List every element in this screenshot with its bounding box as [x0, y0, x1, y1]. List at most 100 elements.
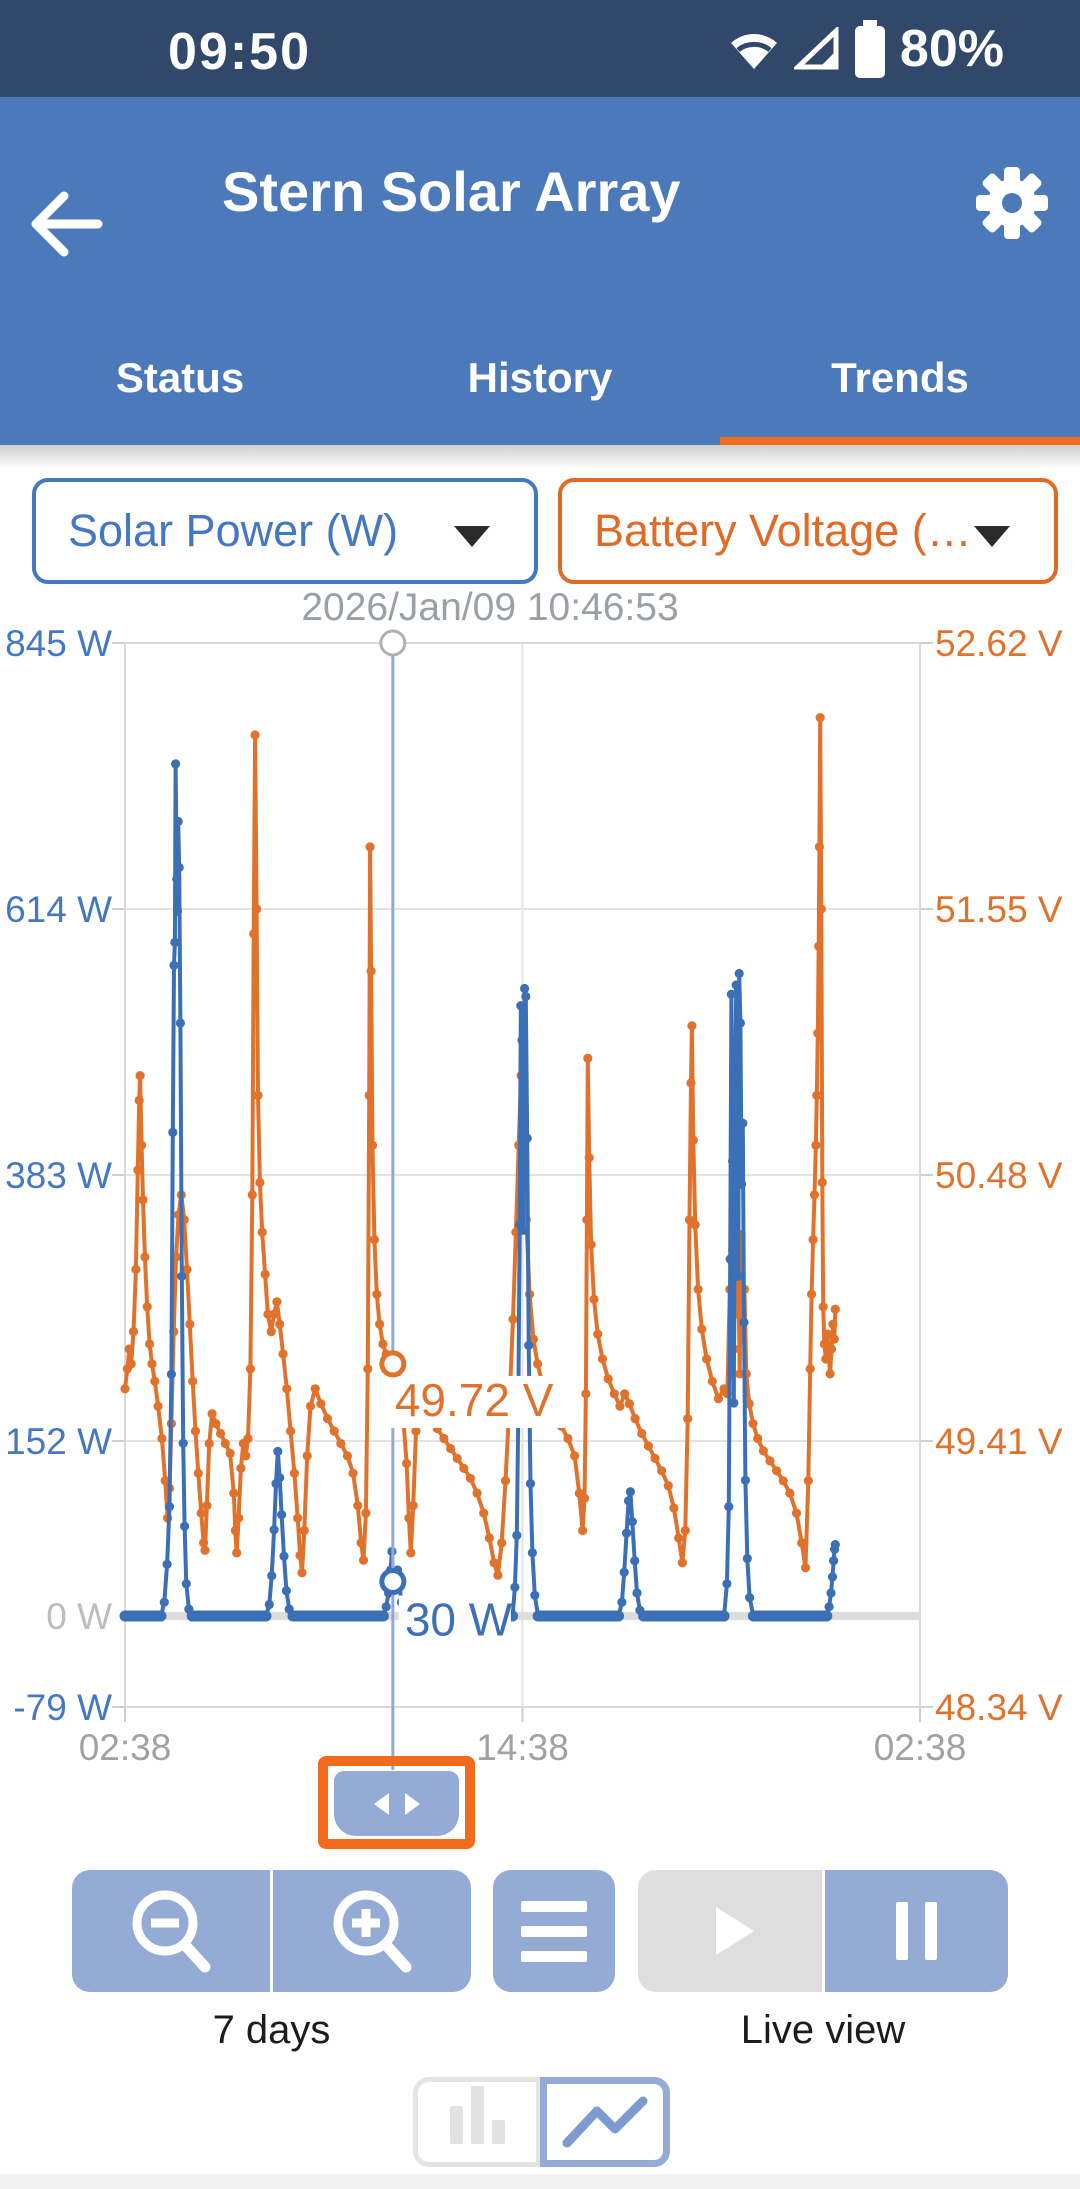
data-point: [366, 966, 376, 976]
zero-axis-label: 0 W: [46, 1596, 112, 1637]
data-point: [584, 1153, 594, 1163]
data-point: [589, 1294, 599, 1304]
data-point: [778, 1476, 788, 1486]
data-point: [120, 1611, 130, 1621]
data-point: [196, 1611, 206, 1621]
data-point: [243, 1433, 253, 1444]
data-point: [738, 1118, 748, 1128]
data-point: [813, 1611, 823, 1621]
data-point: [766, 1611, 776, 1621]
data-point: [252, 904, 262, 914]
pause-button[interactable]: [825, 1870, 1008, 1992]
tab-bar: Status History Trends: [0, 310, 1080, 445]
data-point: [693, 1611, 703, 1621]
data-point: [297, 1568, 307, 1578]
data-point: [625, 1487, 636, 1497]
data-point: [378, 1339, 388, 1349]
data-point: [408, 1501, 418, 1511]
data-point: [724, 1502, 734, 1512]
data-point: [578, 1525, 588, 1536]
zoom-out-button[interactable]: [72, 1870, 270, 1992]
data-point: [302, 1451, 312, 1461]
chart-options-button[interactable]: [493, 1870, 615, 1992]
trends-chart[interactable]: 845 W 614 W 383 W 152 W -79 W 0 W 52.62 V 51.55…: [0, 620, 1080, 1780]
data-point: [243, 1611, 253, 1621]
data-point: [617, 1597, 627, 1607]
data-point: [269, 1525, 279, 1535]
data-point: [593, 1329, 603, 1339]
back-arrow-icon[interactable]: [24, 181, 110, 267]
gear-icon[interactable]: [972, 163, 1052, 243]
data-point: [375, 1319, 385, 1329]
data-point: [299, 1525, 309, 1536]
data-point: [184, 1604, 194, 1614]
data-point: [797, 1538, 807, 1548]
data-point: [295, 1550, 305, 1560]
data-point: [170, 937, 180, 948]
zoom-in-button[interactable]: [273, 1870, 471, 1992]
data-point: [753, 1433, 763, 1444]
data-point: [650, 1453, 660, 1463]
data-point: [816, 904, 826, 914]
data-point: [830, 1304, 840, 1314]
data-point: [232, 1548, 242, 1558]
data-point: [245, 1364, 255, 1374]
data-point: [342, 1451, 352, 1461]
data-point: [822, 1611, 832, 1621]
data-point: [278, 1349, 288, 1359]
data-point: [828, 1319, 838, 1329]
data-point: [336, 1438, 346, 1449]
data-point: [404, 1513, 414, 1523]
primary-channel-dropdown[interactable]: Solar Power (W): [32, 478, 538, 584]
data-point: [570, 1451, 580, 1461]
data-point: [622, 1528, 632, 1538]
data-point: [134, 1095, 144, 1105]
data-point: [177, 1271, 187, 1281]
data-point: [614, 1611, 624, 1621]
line-chart-toggle-button[interactable]: [540, 2077, 670, 2167]
data-point: [411, 1426, 421, 1436]
data-point: [725, 1254, 735, 1264]
data-point: [677, 1558, 688, 1568]
tab-trends[interactable]: Trends: [831, 353, 969, 401]
data-point: [175, 1018, 185, 1028]
bar-chart-toggle-button[interactable]: [413, 2077, 541, 2167]
data-point: [162, 1559, 172, 1569]
tab-history[interactable]: History: [467, 353, 613, 401]
data-point: [688, 1135, 698, 1145]
battery-icon: [854, 19, 885, 78]
data-point: [735, 1369, 745, 1379]
data-point: [524, 1340, 534, 1350]
data-point: [378, 1611, 388, 1621]
data-point: [257, 1227, 267, 1237]
data-point: [686, 1078, 696, 1088]
data-point: [744, 1399, 754, 1409]
data-point: [517, 1035, 527, 1045]
data-point: [560, 1611, 570, 1621]
data-point: [758, 1446, 769, 1456]
data-point: [282, 1384, 292, 1394]
data-point: [817, 1177, 827, 1188]
data-point: [729, 1398, 739, 1408]
data-point: [740, 1475, 751, 1485]
data-point: [803, 1476, 813, 1486]
data-point: [830, 1540, 840, 1550]
data-point: [252, 1611, 263, 1621]
data-point: [663, 1481, 673, 1491]
data-point: [139, 1611, 149, 1621]
tab-status[interactable]: Status: [115, 353, 245, 401]
data-point: [588, 1611, 599, 1621]
data-point: [785, 1488, 795, 1498]
data-point: [188, 1376, 198, 1386]
data-point: [533, 1359, 543, 1369]
data-point: [253, 1090, 263, 1100]
scrubber-handle[interactable]: [334, 1771, 459, 1836]
play-button[interactable]: [638, 1870, 822, 1992]
data-point: [249, 929, 259, 939]
data-point: [159, 1597, 169, 1607]
primary-channel-label: Solar Power (W): [68, 505, 399, 556]
data-point: [353, 1501, 363, 1511]
secondary-channel-dropdown[interactable]: Battery Voltage (…: [558, 478, 1058, 584]
data-point: [520, 983, 530, 994]
data-point: [452, 1453, 462, 1463]
